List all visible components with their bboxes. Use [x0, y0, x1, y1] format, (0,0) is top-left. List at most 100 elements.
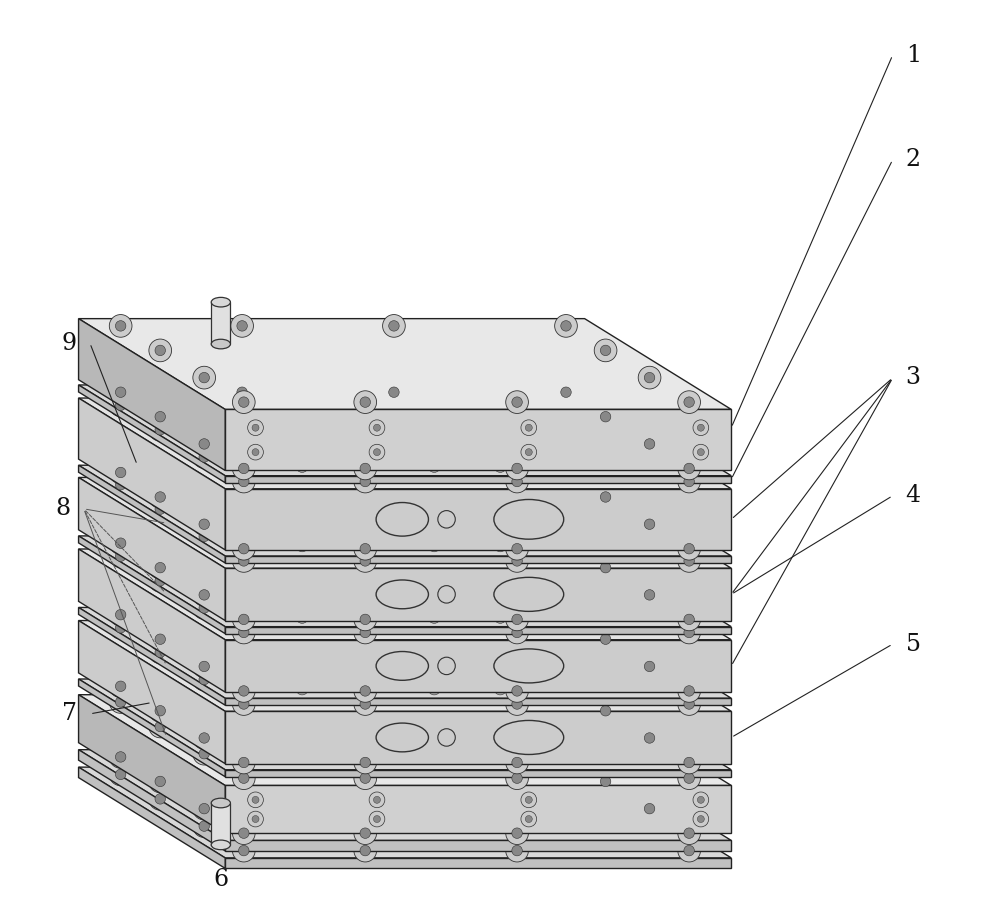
Circle shape [228, 418, 241, 430]
Circle shape [561, 479, 571, 490]
Polygon shape [79, 621, 225, 763]
Circle shape [155, 345, 165, 356]
Circle shape [232, 839, 255, 862]
Circle shape [638, 814, 661, 837]
Circle shape [271, 524, 284, 537]
Circle shape [232, 538, 255, 560]
Circle shape [383, 763, 405, 786]
Circle shape [600, 504, 611, 514]
Circle shape [231, 531, 253, 554]
Circle shape [247, 652, 259, 665]
Polygon shape [79, 679, 731, 770]
Circle shape [237, 769, 247, 780]
Circle shape [494, 540, 506, 551]
Circle shape [199, 603, 209, 614]
Circle shape [684, 845, 694, 855]
Circle shape [644, 821, 655, 832]
Circle shape [239, 757, 249, 768]
Circle shape [404, 596, 416, 608]
Circle shape [247, 509, 259, 521]
Circle shape [600, 425, 611, 435]
Circle shape [362, 460, 374, 472]
Circle shape [600, 721, 611, 731]
Circle shape [294, 418, 307, 430]
Polygon shape [79, 767, 731, 858]
Circle shape [555, 616, 577, 639]
Polygon shape [225, 556, 731, 563]
Circle shape [193, 433, 216, 456]
Circle shape [369, 445, 385, 460]
Circle shape [155, 575, 165, 586]
Circle shape [426, 641, 439, 653]
Circle shape [594, 628, 617, 651]
Text: 7: 7 [62, 702, 77, 726]
Circle shape [426, 418, 439, 430]
Circle shape [638, 366, 661, 389]
Circle shape [239, 397, 249, 407]
Circle shape [237, 551, 247, 561]
Circle shape [313, 652, 325, 665]
Circle shape [379, 652, 391, 665]
Circle shape [231, 603, 253, 626]
Circle shape [494, 611, 506, 624]
Circle shape [237, 697, 247, 708]
Circle shape [115, 400, 126, 411]
Circle shape [193, 797, 216, 820]
Polygon shape [79, 477, 731, 568]
Circle shape [383, 616, 405, 639]
Circle shape [512, 686, 522, 697]
Circle shape [600, 793, 611, 804]
Circle shape [354, 751, 377, 774]
Circle shape [678, 822, 700, 845]
Circle shape [594, 418, 617, 441]
Circle shape [231, 381, 253, 404]
Circle shape [193, 742, 216, 765]
Circle shape [555, 675, 577, 698]
Circle shape [594, 770, 617, 792]
Circle shape [115, 623, 126, 633]
Circle shape [684, 397, 694, 407]
Circle shape [237, 623, 247, 633]
Circle shape [684, 686, 694, 697]
Circle shape [313, 430, 325, 442]
Circle shape [693, 792, 709, 808]
Circle shape [638, 656, 661, 677]
Circle shape [389, 697, 399, 708]
Circle shape [600, 492, 611, 502]
Circle shape [506, 608, 528, 631]
Circle shape [678, 550, 700, 572]
Circle shape [506, 457, 528, 479]
Circle shape [109, 381, 132, 404]
Circle shape [644, 373, 655, 383]
Circle shape [193, 596, 216, 619]
Circle shape [337, 445, 350, 457]
Text: 8: 8 [56, 498, 71, 520]
Circle shape [389, 479, 399, 490]
Circle shape [373, 815, 380, 823]
Polygon shape [79, 679, 225, 777]
Circle shape [109, 473, 132, 496]
Circle shape [232, 608, 255, 631]
Circle shape [512, 627, 522, 637]
Circle shape [228, 641, 241, 653]
Text: 9: 9 [62, 331, 77, 354]
Circle shape [383, 315, 405, 337]
Circle shape [521, 445, 537, 460]
Circle shape [697, 425, 704, 431]
Circle shape [697, 815, 704, 823]
Circle shape [115, 769, 126, 780]
Circle shape [109, 763, 132, 786]
Circle shape [354, 822, 377, 845]
Circle shape [199, 452, 209, 462]
Circle shape [231, 616, 253, 639]
Circle shape [115, 320, 126, 331]
Circle shape [512, 543, 522, 554]
Circle shape [470, 524, 482, 537]
Circle shape [494, 460, 506, 472]
Circle shape [360, 397, 370, 407]
Circle shape [369, 792, 385, 808]
Circle shape [149, 788, 172, 810]
Circle shape [383, 675, 405, 698]
Polygon shape [79, 549, 731, 640]
Circle shape [232, 621, 255, 644]
